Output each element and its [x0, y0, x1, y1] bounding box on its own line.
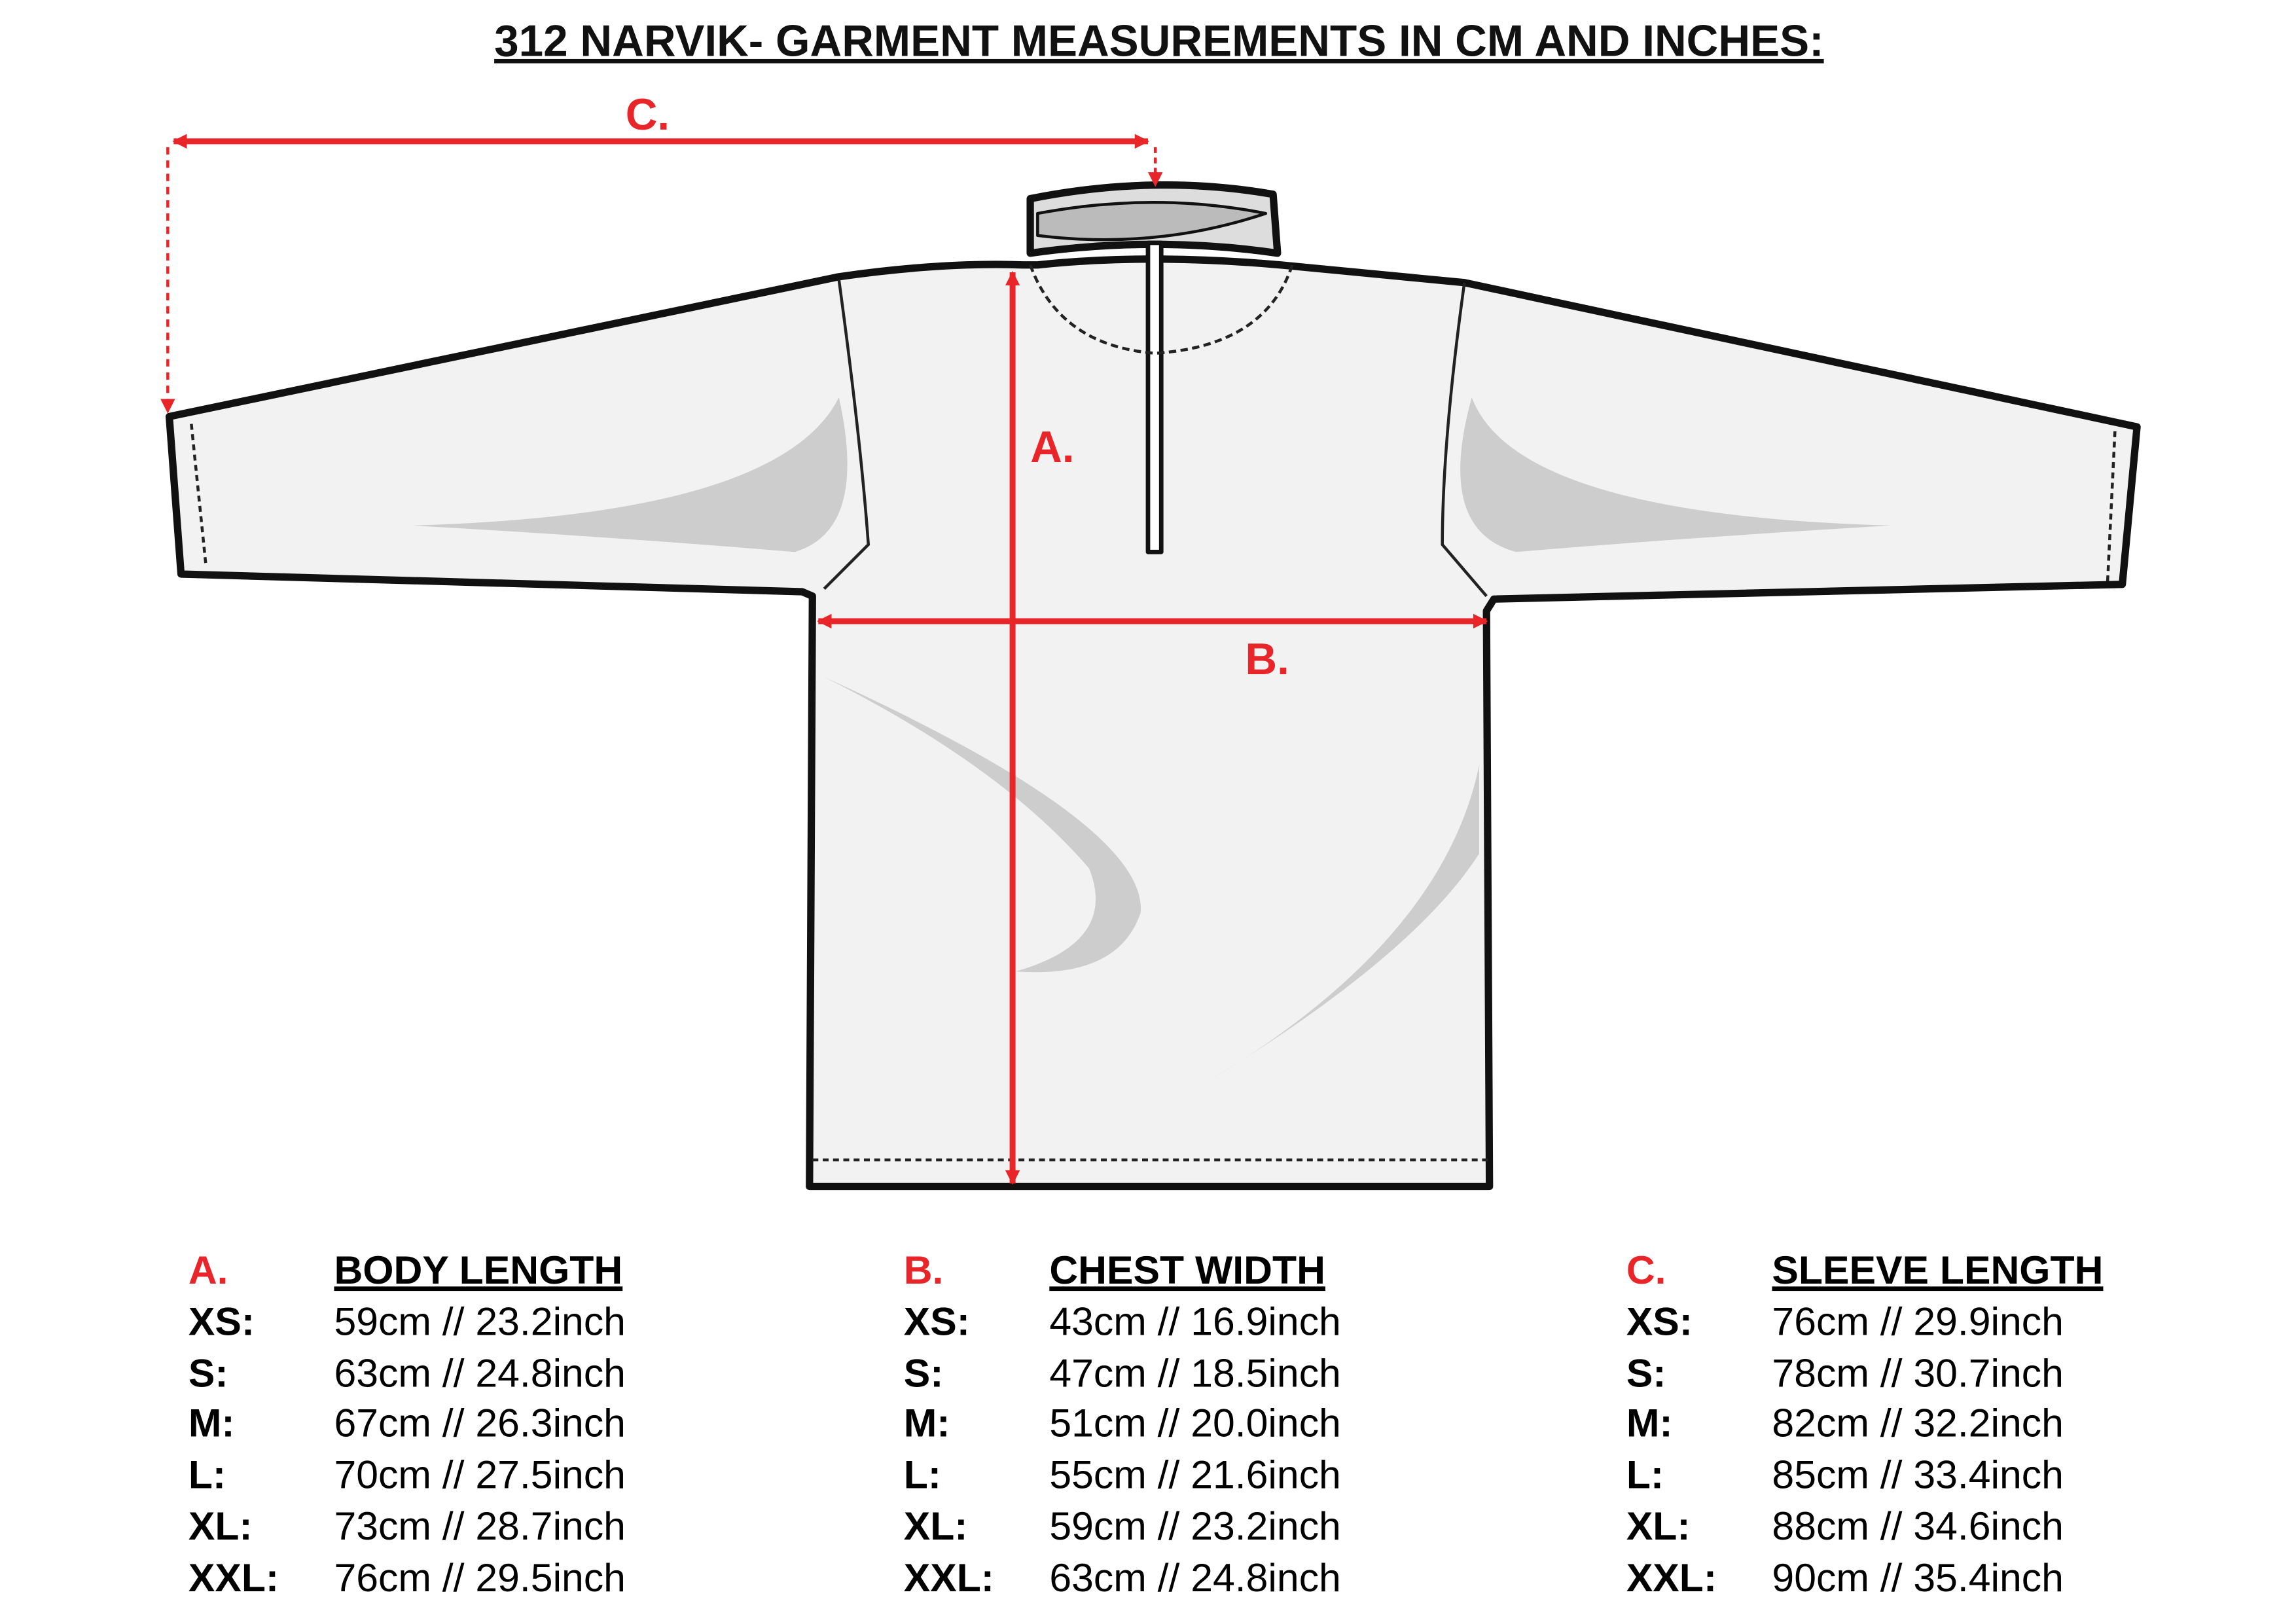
table-heading: SLEEVE LENGTH	[1772, 1248, 2104, 1293]
table-letter: C.	[1626, 1248, 1666, 1293]
size-label: XS:	[188, 1299, 255, 1344]
size-value: 55cm // 21.6inch	[1049, 1453, 1341, 1498]
size-label: M:	[188, 1401, 235, 1447]
measure-arrows	[160, 134, 1488, 1185]
table-letter: A.	[188, 1248, 228, 1293]
size-label: S:	[188, 1350, 228, 1395]
size-label: XXL:	[1626, 1555, 1717, 1600]
size-value: 63cm // 24.8inch	[1049, 1555, 1341, 1600]
size-label: L:	[903, 1453, 942, 1498]
size-label: L:	[188, 1453, 226, 1498]
size-value: 63cm // 24.8inch	[334, 1350, 626, 1395]
garment-shading	[412, 397, 1892, 1082]
label-a: A.	[1030, 423, 1074, 472]
size-value: 88cm // 34.6inch	[1772, 1504, 2064, 1549]
table-letter: B.	[903, 1248, 944, 1293]
size-label: XL:	[1626, 1504, 1691, 1549]
size-label: XXL:	[188, 1555, 279, 1600]
garment-outline	[165, 181, 2141, 1191]
size-label: L:	[1626, 1453, 1664, 1498]
size-value: 73cm // 28.7inch	[334, 1504, 626, 1549]
size-value: 51cm // 20.0inch	[1049, 1401, 1341, 1447]
size-value: 76cm // 29.9inch	[1772, 1299, 2064, 1344]
size-value: 85cm // 33.4inch	[1772, 1453, 2064, 1498]
table-heading: BODY LENGTH	[334, 1248, 623, 1293]
table-heading: CHEST WIDTH	[1049, 1248, 1325, 1293]
size-value: 90cm // 35.4inch	[1772, 1555, 2064, 1600]
size-value: 82cm // 32.2inch	[1772, 1401, 2064, 1447]
page-title: 312 NARVIK- GARMENT MEASUREMENTS IN CM A…	[494, 17, 1824, 67]
label-b: B.	[1245, 635, 1289, 684]
size-value: 76cm // 29.5inch	[334, 1555, 626, 1600]
size-label: M:	[903, 1401, 950, 1447]
size-label: XS:	[1626, 1299, 1693, 1344]
size-value: 67cm // 26.3inch	[334, 1401, 626, 1447]
size-label: XXL:	[903, 1555, 995, 1600]
size-label: XL:	[903, 1504, 968, 1549]
size-value: 43cm // 16.9inch	[1049, 1299, 1341, 1344]
size-value: 70cm // 27.5inch	[334, 1453, 626, 1498]
size-label: XS:	[903, 1299, 970, 1344]
size-value: 47cm // 18.5inch	[1049, 1350, 1341, 1395]
size-value: 59cm // 23.2inch	[1049, 1504, 1341, 1549]
size-label: XL:	[188, 1504, 253, 1549]
size-label: S:	[1626, 1350, 1666, 1395]
garment-seams	[190, 264, 2117, 1162]
label-c: C.	[626, 90, 670, 139]
size-value: 78cm // 30.7inch	[1772, 1350, 2064, 1395]
size-value: 59cm // 23.2inch	[334, 1299, 626, 1344]
size-label: M:	[1626, 1401, 1673, 1447]
size-label: S:	[903, 1350, 944, 1395]
